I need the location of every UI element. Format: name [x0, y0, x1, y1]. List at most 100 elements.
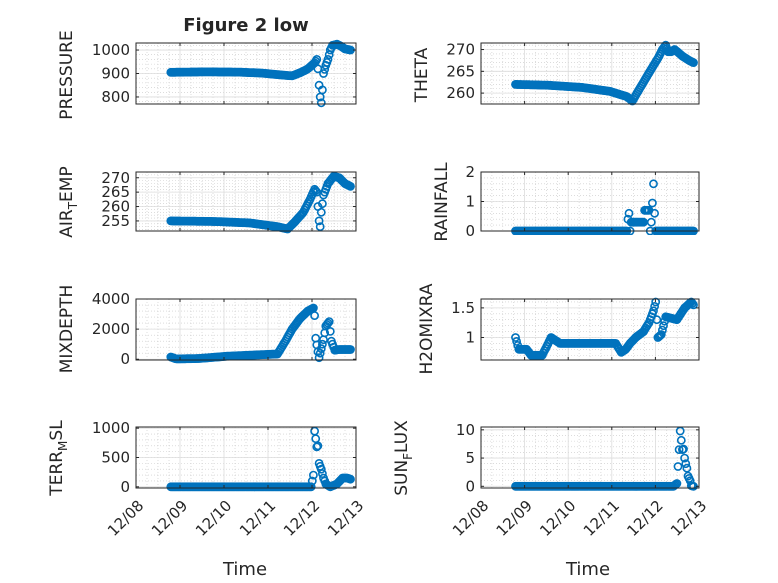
y-tick-label: 800 — [101, 88, 130, 106]
x-tick-label: 12/09 — [148, 497, 191, 540]
y-tick-label: 1.5 — [451, 299, 475, 317]
y-tick-label: 0 — [465, 477, 475, 495]
data-point — [670, 480, 679, 490]
data-point — [656, 330, 666, 339]
data-point — [308, 470, 318, 480]
subplot-h2omixra: 11.5 — [451, 297, 700, 361]
x-tick-label: 12/12 — [280, 497, 323, 540]
subplot-theta: 260 265 270 — [446, 41, 700, 106]
data-point — [659, 321, 668, 331]
data-point — [511, 333, 520, 342]
y-tick-label: 1000 — [92, 41, 130, 59]
data-point — [681, 459, 691, 469]
data-point — [316, 464, 326, 474]
subplot-sun-flux: 0 5 10 12/08 12/09 12/10 12/11 12/12 12/13 — [449, 421, 710, 540]
data-point — [689, 58, 698, 67]
ylabel-terr-msl: TERRMSL — [47, 420, 70, 497]
data-point — [650, 301, 659, 311]
ylabel-theta: THETA — [412, 47, 432, 103]
axes-frame — [135, 171, 357, 232]
data-point — [651, 297, 661, 307]
series-markers — [166, 426, 355, 492]
data-point — [315, 348, 325, 358]
ylabel-pressure: PRESSURE — [57, 30, 77, 119]
y-tick-label: 500 — [101, 449, 130, 467]
data-point — [624, 208, 634, 218]
data-point — [315, 222, 325, 232]
data-point — [307, 476, 317, 486]
data-point — [323, 55, 333, 64]
y-tick-label: 2 — [465, 163, 475, 181]
y-tick-label: 2000 — [92, 320, 130, 338]
data-point — [313, 441, 323, 451]
data-point — [649, 306, 658, 316]
y-tick-label: 0 — [465, 222, 475, 240]
data-point — [317, 339, 327, 349]
x-tick-label: 12/11 — [580, 497, 623, 540]
axes-frame — [480, 42, 700, 105]
x-tick-label: 12/10 — [192, 497, 235, 540]
subplot-terr-msl: 0 500 1000 12/08 12/09 12/10 12/11 12/12 12/13 — [92, 419, 368, 540]
ylabel-mixdepth: MIXDEPTH — [57, 285, 77, 374]
y-tick-label: 260 — [101, 198, 130, 216]
data-point — [312, 55, 322, 64]
x-tick-label: 12/12 — [623, 497, 666, 540]
ylabel-rainfall: RAINFALL — [432, 162, 452, 242]
xlabel-left: Time — [222, 559, 267, 580]
data-point — [679, 444, 688, 454]
x-tick-label: 12/11 — [236, 497, 279, 540]
axes-frame — [480, 426, 700, 489]
series-markers — [166, 39, 355, 108]
y-tick-label: 1 — [465, 328, 475, 346]
data-point — [310, 311, 319, 320]
data-point — [512, 336, 521, 346]
data-point — [682, 463, 692, 473]
subplot-mixdepth: 0 2000 4000 — [92, 290, 357, 368]
data-point — [649, 179, 658, 189]
data-point — [658, 325, 667, 335]
data-point — [346, 345, 355, 354]
data-point — [673, 462, 683, 471]
x-tick-label: 12/13 — [667, 497, 710, 540]
y-tick-label: 1000 — [92, 419, 130, 437]
x-tick-label: 12/08 — [104, 497, 147, 540]
data-point — [655, 331, 665, 340]
x-tick-label: 12/09 — [493, 497, 536, 540]
ylabel-h2omixra: H2OMIXRA — [417, 283, 437, 374]
data-point — [648, 198, 657, 208]
data-point — [324, 317, 334, 326]
data-point — [346, 474, 355, 484]
data-point — [680, 453, 689, 463]
y-tick-label: 5 — [465, 449, 475, 467]
data-point — [646, 217, 656, 227]
y-tick-label: 900 — [101, 65, 130, 83]
y-tick-label: 265 — [101, 183, 130, 201]
data-point — [316, 344, 326, 354]
x-tick-label: 12/13 — [324, 497, 367, 540]
xlabel-right: Time — [565, 559, 610, 580]
data-point — [316, 98, 326, 108]
y-tick-label: 255 — [101, 212, 130, 230]
y-tick-label: 265 — [446, 62, 475, 80]
data-point — [314, 216, 324, 226]
data-point — [652, 315, 662, 325]
axes-frame — [480, 298, 700, 361]
data-point — [317, 199, 327, 209]
ylabel-air-temp: AIRTEMP — [57, 166, 80, 237]
data-point — [672, 479, 682, 488]
data-point — [317, 85, 327, 95]
data-point — [319, 69, 328, 78]
y-tick-label: 270 — [101, 169, 130, 187]
data-point — [684, 299, 694, 309]
data-point — [317, 469, 327, 478]
data-point — [311, 186, 321, 196]
series-markers — [166, 171, 355, 234]
y-tick-label: 0 — [120, 350, 130, 368]
x-tick-label: 12/10 — [536, 497, 579, 540]
data-point — [306, 482, 316, 492]
data-point — [312, 442, 322, 452]
y-tick-label: 0 — [120, 478, 130, 496]
series-markers — [166, 303, 355, 364]
